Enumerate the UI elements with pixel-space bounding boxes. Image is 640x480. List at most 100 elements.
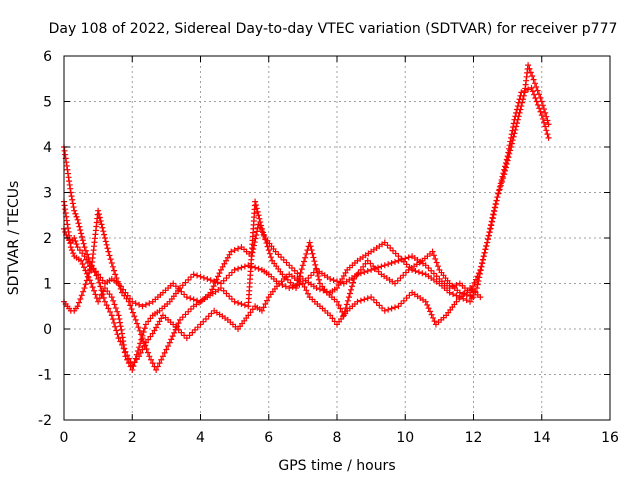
data-point (88, 280, 95, 287)
data-point (178, 329, 185, 336)
data-point (467, 298, 474, 305)
x-tick-label: 16 (601, 430, 619, 446)
data-point (472, 276, 479, 283)
data-point (248, 263, 255, 270)
data-point (79, 250, 86, 257)
data-point (116, 315, 123, 322)
data-point (543, 127, 550, 134)
data-point (117, 323, 124, 330)
data-point (151, 327, 158, 334)
data-point (214, 279, 221, 286)
data-point (310, 254, 317, 261)
data-point (514, 103, 521, 110)
data-point (130, 363, 137, 370)
data-point (471, 279, 478, 286)
data-point (473, 285, 480, 292)
data-point (153, 324, 160, 331)
data-point (304, 290, 311, 297)
data-point (216, 270, 223, 277)
data-point (345, 294, 352, 301)
data-point (490, 211, 497, 218)
data-point (488, 218, 495, 225)
data-point (158, 315, 165, 322)
data-point (169, 333, 176, 340)
data-point (364, 267, 371, 274)
data-point (154, 321, 161, 328)
data-point (146, 353, 153, 360)
data-point (301, 283, 308, 290)
data-point (238, 264, 245, 271)
data-point (542, 123, 549, 130)
data-point (142, 342, 149, 349)
data-point (453, 282, 460, 289)
data-point (262, 236, 269, 243)
data-point (135, 324, 142, 331)
y-axis-label: SDTVAR / TECUs (6, 181, 22, 296)
data-point (265, 247, 272, 254)
data-point (238, 300, 245, 307)
data-point (70, 204, 77, 211)
data-point (342, 305, 349, 312)
data-point (340, 312, 347, 319)
data-point (226, 272, 233, 279)
data-point (364, 257, 371, 264)
data-point (129, 362, 136, 369)
data-point (340, 272, 347, 279)
data-point (144, 349, 151, 356)
data-point (432, 255, 439, 262)
series-track-B (61, 84, 552, 373)
x-tick-label: 2 (128, 430, 137, 446)
data-point (99, 277, 106, 284)
data-point (353, 272, 360, 279)
data-point (290, 282, 297, 289)
data-points (61, 62, 552, 373)
data-point (149, 360, 156, 367)
data-point (141, 325, 148, 332)
data-point (279, 271, 286, 278)
data-point (313, 285, 320, 292)
data-point (100, 294, 107, 301)
data-point (349, 283, 356, 290)
data-point (75, 220, 82, 227)
data-point (384, 242, 391, 249)
data-point (83, 256, 90, 263)
data-point (403, 295, 410, 302)
data-point (425, 265, 432, 272)
data-point (354, 298, 361, 305)
data-point (275, 251, 282, 258)
data-point (197, 273, 204, 280)
data-point (74, 244, 81, 251)
data-point (506, 142, 513, 149)
data-point (189, 329, 196, 336)
data-point (117, 338, 124, 345)
data-point (129, 309, 136, 316)
data-point (351, 275, 358, 282)
data-point (433, 259, 440, 266)
data-point (123, 295, 130, 302)
data-point (529, 73, 536, 80)
data-point (103, 241, 110, 248)
data-point (241, 263, 248, 270)
data-point (168, 336, 175, 343)
data-point (72, 210, 79, 217)
data-point (361, 296, 368, 303)
data-point (106, 252, 113, 259)
data-point (174, 323, 181, 330)
data-point (254, 208, 261, 215)
data-point (93, 272, 100, 279)
data-point (541, 119, 548, 126)
y-tick-label: 2 (43, 231, 52, 247)
data-point (95, 298, 102, 305)
data-point (394, 277, 401, 284)
data-point (260, 229, 267, 236)
data-point (490, 207, 497, 214)
data-point (525, 86, 532, 93)
data-point (496, 187, 503, 194)
data-point (159, 353, 166, 360)
y-tick-label: -1 (38, 368, 52, 384)
data-point (143, 346, 150, 353)
data-point (114, 278, 121, 285)
data-point (498, 176, 505, 183)
data-point (81, 253, 88, 260)
data-point (147, 315, 154, 322)
